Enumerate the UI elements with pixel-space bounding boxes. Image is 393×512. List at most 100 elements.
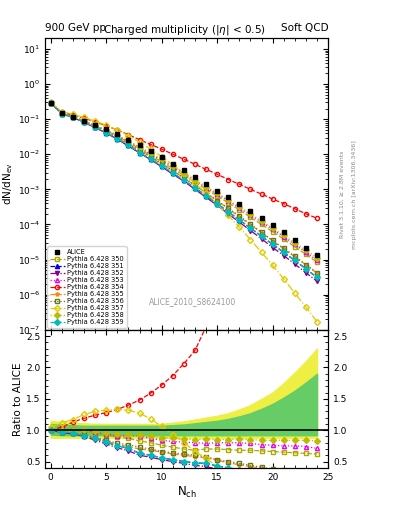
Pythia 6.428 354: [292, 206, 297, 212]
Pythia 6.428 354: [248, 186, 253, 193]
Pythia 6.428 355: [115, 135, 120, 141]
Pythia 6.428 359: [226, 209, 231, 215]
Legend: ALICE, Pythia 6.428 350, Pythia 6.428 351, Pythia 6.428 352, Pythia 6.428 353, P: ALICE, Pythia 6.428 350, Pythia 6.428 35…: [47, 246, 127, 328]
Pythia 6.428 357: [93, 118, 97, 124]
Pythia 6.428 358: [304, 247, 309, 253]
Pythia 6.428 351: [59, 111, 64, 117]
Pythia 6.428 355: [292, 254, 297, 260]
Pythia 6.428 359: [304, 266, 309, 272]
Pythia 6.428 358: [292, 240, 297, 246]
Y-axis label: Ratio to ALICE: Ratio to ALICE: [13, 362, 23, 436]
Pythia 6.428 357: [237, 224, 242, 230]
Pythia 6.428 359: [281, 249, 286, 255]
Pythia 6.428 357: [59, 109, 64, 115]
Pythia 6.428 359: [126, 142, 131, 148]
Pythia 6.428 355: [159, 161, 164, 167]
Pythia 6.428 358: [237, 204, 242, 210]
Pythia 6.428 356: [204, 189, 208, 196]
Pythia 6.428 358: [193, 177, 197, 183]
Pythia 6.428 352: [182, 178, 186, 184]
Pythia 6.428 353: [137, 144, 142, 150]
Pythia 6.428 350: [215, 193, 220, 199]
Pythia 6.428 353: [104, 127, 108, 134]
Pythia 6.428 355: [204, 190, 208, 196]
Pythia 6.428 359: [204, 193, 208, 199]
Pythia 6.428 351: [82, 119, 86, 125]
Pythia 6.428 355: [182, 175, 186, 181]
ALICE: [304, 244, 309, 250]
Pythia 6.428 350: [148, 152, 153, 158]
Pythia 6.428 353: [237, 205, 242, 211]
Pythia 6.428 352: [137, 150, 142, 156]
Pythia 6.428 353: [304, 249, 309, 255]
Pythia 6.428 357: [204, 190, 208, 197]
Pythia 6.428 358: [104, 127, 108, 133]
Pythia 6.428 358: [48, 100, 53, 106]
Pythia 6.428 353: [193, 177, 197, 183]
ALICE: [137, 142, 142, 148]
Pythia 6.428 354: [182, 156, 186, 162]
Pythia 6.428 359: [182, 177, 186, 183]
Pythia 6.428 358: [93, 122, 97, 129]
Pythia 6.428 353: [59, 110, 64, 116]
Pythia 6.428 350: [71, 114, 75, 120]
ALICE: [248, 208, 253, 214]
ALICE: [237, 201, 242, 207]
Pythia 6.428 359: [104, 130, 108, 136]
ALICE: [48, 100, 53, 106]
Pythia 6.428 359: [292, 258, 297, 264]
Pythia 6.428 355: [137, 147, 142, 153]
Pythia 6.428 350: [237, 207, 242, 213]
Pythia 6.428 355: [171, 167, 175, 174]
Pythia 6.428 356: [93, 124, 97, 130]
Pythia 6.428 359: [270, 241, 275, 247]
Pythia 6.428 356: [171, 167, 175, 174]
ALICE: [182, 167, 186, 174]
Pythia 6.428 353: [159, 157, 164, 163]
Pythia 6.428 356: [148, 154, 153, 160]
ALICE: [215, 187, 220, 194]
Pythia 6.428 357: [226, 212, 231, 219]
Pythia 6.428 351: [137, 150, 142, 156]
ALICE: [281, 229, 286, 236]
Pythia 6.428 354: [270, 196, 275, 202]
Pythia 6.428 350: [159, 159, 164, 165]
Pythia 6.428 359: [93, 124, 97, 130]
Pythia 6.428 350: [315, 259, 320, 265]
Pythia 6.428 353: [315, 257, 320, 263]
Pythia 6.428 351: [292, 258, 297, 264]
Line: Pythia 6.428 351: Pythia 6.428 351: [49, 101, 319, 280]
Pythia 6.428 357: [270, 262, 275, 268]
Pythia 6.428 352: [226, 211, 231, 217]
Pythia 6.428 356: [104, 129, 108, 135]
Pythia 6.428 358: [226, 197, 231, 203]
Pythia 6.428 350: [182, 173, 186, 179]
Pythia 6.428 357: [48, 99, 53, 105]
Pythia 6.428 359: [115, 136, 120, 142]
Pythia 6.428 357: [171, 162, 175, 168]
Pythia 6.428 355: [93, 124, 97, 130]
Pythia 6.428 356: [248, 221, 253, 227]
Pythia 6.428 350: [115, 133, 120, 139]
Pythia 6.428 351: [182, 177, 186, 183]
Pythia 6.428 352: [304, 270, 309, 276]
Pythia 6.428 354: [104, 123, 108, 129]
Pythia 6.428 355: [82, 119, 86, 125]
Pythia 6.428 357: [193, 180, 197, 186]
Pythia 6.428 356: [59, 111, 64, 117]
Pythia 6.428 357: [248, 237, 253, 243]
Text: Charged multiplicity ($|\eta|$ < 0.5): Charged multiplicity ($|\eta|$ < 0.5): [103, 23, 266, 37]
Pythia 6.428 355: [104, 130, 108, 136]
Pythia 6.428 351: [204, 193, 208, 199]
Pythia 6.428 355: [237, 214, 242, 220]
ALICE: [59, 110, 64, 116]
Pythia 6.428 357: [159, 154, 164, 160]
Pythia 6.428 355: [148, 154, 153, 160]
Pythia 6.428 356: [115, 135, 120, 141]
Pythia 6.428 352: [115, 136, 120, 142]
Line: Pythia 6.428 354: Pythia 6.428 354: [49, 101, 319, 220]
Pythia 6.428 351: [270, 241, 275, 247]
Pythia 6.428 358: [82, 118, 86, 124]
Pythia 6.428 358: [270, 225, 275, 231]
Line: Pythia 6.428 353: Pythia 6.428 353: [49, 101, 319, 262]
